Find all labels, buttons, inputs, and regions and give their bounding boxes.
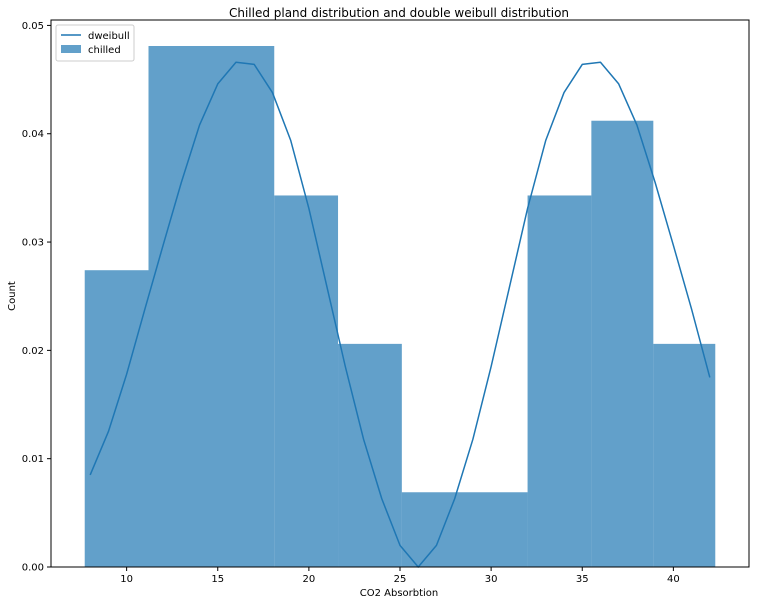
x-tick-label: 10 (120, 574, 133, 585)
y-axis-ticks: 0.00 0.01 0.02 0.03 0.04 0.05 (22, 21, 51, 574)
histogram-bar-3 (274, 195, 339, 567)
histogram-bar-1 (84, 270, 149, 567)
legend-label-dweibull: dweibull (88, 31, 130, 42)
histogram-bar-2 (148, 46, 275, 567)
x-tick-label: 25 (394, 574, 407, 585)
y-tick-label: 0.03 (22, 238, 44, 249)
x-tick-label: 15 (211, 574, 224, 585)
y-tick-label: 0.05 (22, 21, 44, 32)
histogram-bar-8 (653, 343, 716, 567)
histogram-bars (84, 46, 716, 567)
dweibull-line-layer (89, 61, 711, 568)
legend-bar-swatch (61, 45, 81, 53)
y-tick-label: 0.01 (22, 454, 44, 465)
legend: dweibull chilled (55, 24, 135, 62)
histogram-bar-5 (401, 492, 528, 567)
histogram-bar-6 (527, 195, 592, 567)
x-axis-ticks: 10 15 20 25 30 35 40 (120, 567, 680, 585)
histogram-bar-7 (591, 120, 654, 567)
legend-label-chilled: chilled (88, 45, 121, 56)
chart-title: Chilled pland distribution and double we… (229, 6, 569, 20)
y-tick-label: 0.04 (22, 129, 44, 140)
y-axis-label: Count (7, 281, 18, 311)
x-tick-label: 35 (576, 574, 589, 585)
x-axis-label: CO2 Absorbtion (360, 588, 439, 599)
x-tick-label: 40 (667, 574, 680, 585)
series-line-dweibull (89, 61, 711, 568)
x-tick-label: 20 (303, 574, 316, 585)
y-tick-label: 0.02 (22, 346, 44, 357)
y-tick-label: 0.00 (22, 563, 44, 574)
x-tick-label: 30 (485, 574, 498, 585)
